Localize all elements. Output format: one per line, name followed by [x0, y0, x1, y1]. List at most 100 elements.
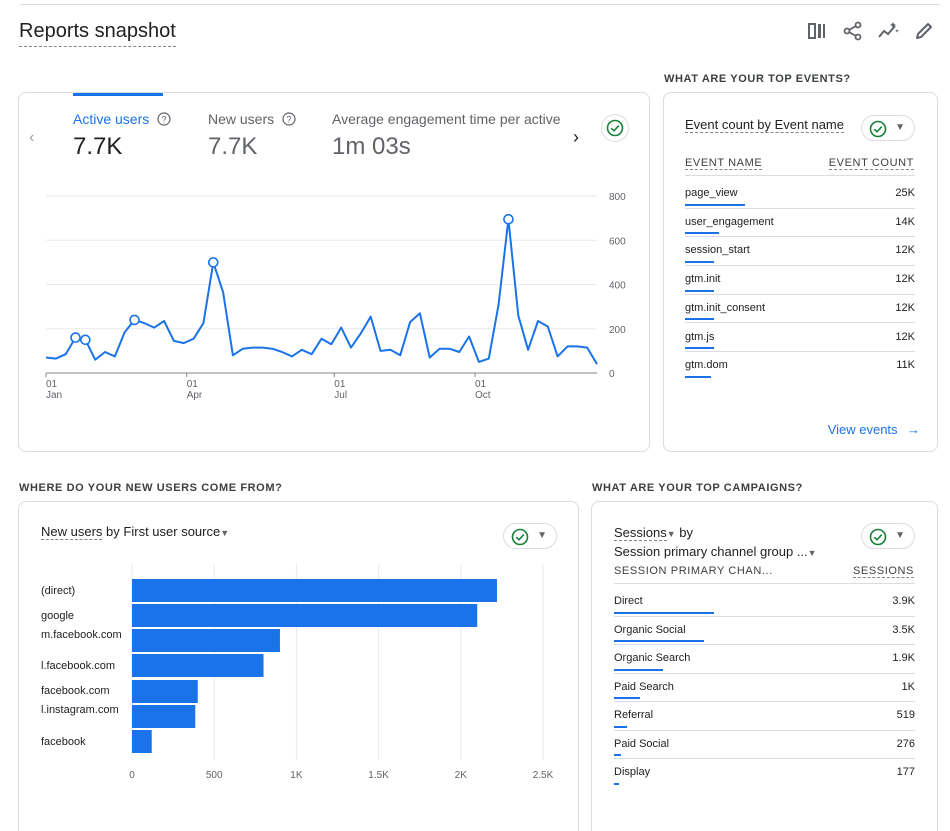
x-tick-label: 1.5K	[368, 770, 389, 781]
table-row[interactable]: gtm.init_consent 12K	[685, 295, 915, 324]
table-row[interactable]: Referral 519	[614, 702, 915, 731]
sources-card: New users by First user source▼ ▼ 0 500 1K…	[18, 501, 579, 831]
row-share-bar	[614, 782, 619, 785]
y-tick-label: 600	[609, 236, 626, 247]
y-tick-label: 200	[609, 325, 626, 336]
category-label: google	[41, 610, 74, 622]
compare-icon[interactable]	[806, 20, 828, 42]
bar[interactable]	[132, 705, 196, 728]
row-divider	[685, 207, 915, 209]
events-col-value[interactable]: EVENT COUNT	[828, 157, 914, 170]
row-value: 12K	[895, 330, 915, 343]
table-row[interactable]: gtm.dom 11K	[685, 352, 915, 381]
help-icon[interactable]: ?	[281, 112, 296, 126]
row-label: gtm.init	[685, 273, 721, 286]
row-share-bar	[614, 668, 663, 671]
caret-down-icon: ▼	[895, 530, 905, 541]
x-tick-label: 1K	[290, 770, 303, 781]
page-title: Reports snapshot	[19, 20, 176, 47]
row-label: Display	[614, 766, 651, 778]
table-row[interactable]: Organic Social 3.5K	[614, 617, 915, 645]
table-row[interactable]: Paid Social 276	[614, 731, 915, 759]
data-point[interactable]	[80, 334, 91, 346]
insights-icon[interactable]	[877, 20, 899, 42]
data-point[interactable]	[503, 213, 514, 225]
data-point[interactable]	[129, 314, 140, 326]
row-value: 3.9K	[892, 595, 915, 607]
help-icon[interactable]: ?	[157, 112, 171, 126]
chevron-left-icon[interactable]: ‹	[29, 129, 35, 146]
row-share-bar	[685, 261, 714, 264]
view-events-link[interactable]: View events →	[828, 421, 920, 439]
share-icon[interactable]	[842, 20, 864, 42]
row-divider	[685, 293, 915, 295]
data-quality-button[interactable]	[601, 114, 629, 142]
top-divider	[20, 4, 940, 5]
campaigns-metric: Sessions	[614, 525, 667, 541]
table-row[interactable]: gtm.js 12K	[685, 324, 915, 353]
row-share-bar	[614, 697, 640, 699]
table-row[interactable]: gtm.init 12K	[685, 266, 915, 295]
metric-tab-active-users[interactable]: Active users ? 7.7K	[73, 111, 171, 161]
row-divider	[685, 265, 915, 267]
x-tick-label: 2K	[455, 770, 468, 781]
table-row[interactable]: page_view 25K	[685, 180, 915, 209]
bar[interactable]	[132, 730, 152, 753]
bar[interactable]	[132, 604, 478, 627]
x-tick-month: Jul	[334, 390, 347, 401]
data-point[interactable]	[207, 257, 219, 268]
row-share-bar	[614, 611, 714, 614]
row-share-bar	[685, 375, 711, 378]
caret-down-icon: ▼	[666, 529, 676, 539]
row-label: user_engagement	[685, 215, 774, 228]
row-divider	[685, 236, 915, 238]
x-tick-label: 0	[129, 770, 135, 781]
header-divider	[614, 583, 915, 584]
row-label: gtm.init_consent	[685, 301, 766, 314]
row-value: 12K	[895, 273, 915, 286]
campaigns-col-name[interactable]: SESSION PRIMARY CHAN...	[614, 565, 773, 577]
x-tick-day: 01	[187, 379, 199, 390]
metric-label: Average engagement time per active us	[332, 111, 564, 127]
row-value: 25K	[895, 187, 915, 199]
metric-tab-new-users[interactable]: New users ? 7.7K	[208, 111, 296, 161]
sources-card-title[interactable]: New users by First user source▼	[41, 524, 229, 540]
row-value: 12K	[895, 244, 915, 257]
bar[interactable]	[132, 654, 264, 677]
events-col-name[interactable]: EVENT NAME	[685, 157, 763, 170]
campaigns-col-value[interactable]: SESSIONS	[852, 565, 914, 578]
bar[interactable]	[132, 629, 280, 652]
sources-options-button[interactable]: ▼	[503, 523, 557, 549]
table-row[interactable]: Paid Search 1K	[614, 674, 915, 702]
active-tab-indicator	[73, 93, 163, 96]
table-row[interactable]: user_engagement 14K	[685, 209, 915, 238]
edit-icon[interactable]	[913, 20, 935, 42]
row-value: 12K	[895, 301, 915, 314]
data-point[interactable]	[70, 332, 81, 343]
row-divider	[685, 322, 915, 324]
bar[interactable]	[132, 680, 198, 703]
events-options-button[interactable]: ▼	[861, 115, 915, 141]
campaigns-card-title[interactable]: Sessions▼ by Session primary channel gro…	[614, 524, 817, 562]
table-row[interactable]: Organic Search 1.9K	[614, 645, 915, 674]
category-label: facebook	[41, 736, 86, 748]
category-label: l.facebook.com	[41, 660, 115, 672]
row-label: Direct	[614, 595, 643, 607]
chevron-right-icon[interactable]: ›	[573, 127, 579, 147]
row-divider	[685, 351, 915, 353]
table-row[interactable]: Direct 3.9K	[614, 588, 915, 617]
x-tick-day: 01	[46, 379, 58, 390]
metric-tab-avg-engagement[interactable]: Average engagement time per active us 1m…	[332, 111, 564, 161]
table-row[interactable]: Display 177	[614, 759, 915, 788]
x-tick-label: 500	[206, 770, 223, 781]
row-share-bar	[685, 289, 714, 292]
campaigns-options-button[interactable]: ▼	[861, 523, 915, 549]
metric-value: 7.7K	[208, 133, 258, 160]
events-card-title[interactable]: Event count by Event name	[685, 117, 844, 133]
bar[interactable]	[132, 579, 497, 602]
campaigns-section-title: WHAT ARE YOUR TOP CAMPAIGNS?	[592, 482, 803, 494]
table-row[interactable]: session_start 12K	[685, 237, 915, 267]
row-divider	[614, 729, 915, 731]
view-events-label: View events	[827, 422, 898, 437]
